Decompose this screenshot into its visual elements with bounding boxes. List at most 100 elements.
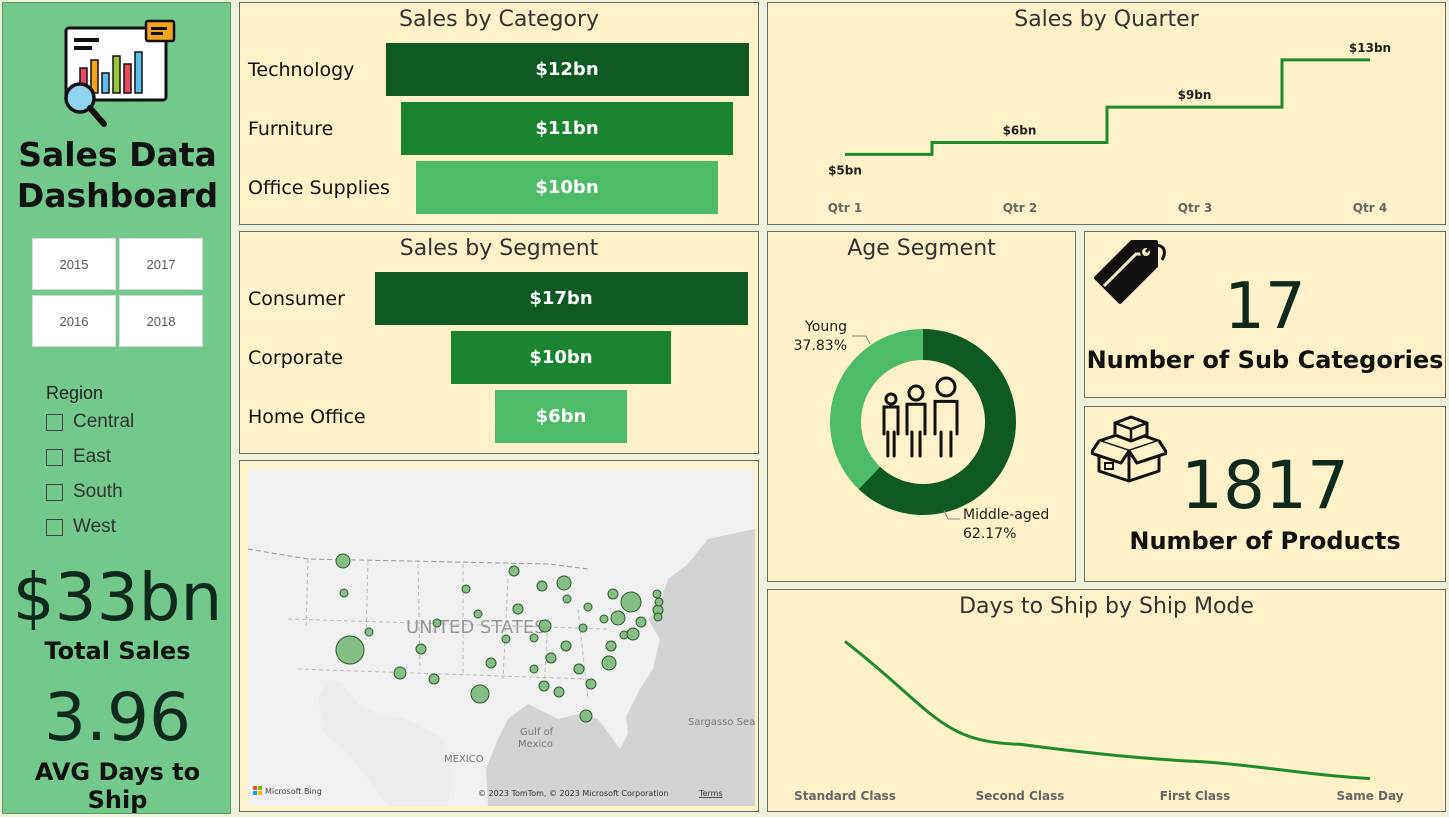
segment-bar-consumer[interactable]: $17bn [374,272,748,325]
middle-aged-label: Middle-aged [963,507,1049,523]
ship-tick-label: Second Class [976,789,1065,803]
map-bubble [654,597,664,607]
map-bubble [432,618,442,628]
donut-slice-young [830,329,923,490]
donut-slice-middle-aged [858,329,1016,515]
map-canvas: UNITED STATES Sargasso Sea Gulf of Mexic… [248,469,755,806]
checkbox[interactable] [46,518,63,536]
map-bubble [428,673,440,685]
map-bubble [470,684,490,704]
map-bubble [607,588,619,600]
map-bubble [415,643,427,655]
segment-panel: Sales by Segment Consumer Corporate Home… [239,231,759,454]
map-bubble [653,612,663,622]
region-option-south[interactable]: South [46,481,123,503]
middle-aged-leader-line [943,509,960,520]
map-bubble [461,584,471,594]
category-bar-technology[interactable]: $12bn [385,43,749,96]
ship-chart[interactable]: Standard Class Second Class First Class Sam… [768,590,1445,811]
region-label: West [73,516,116,537]
quarter-panel-title: Sales by Quarter [1014,7,1199,32]
checkbox[interactable] [46,483,63,501]
products-label: Number of Products [1129,527,1401,555]
products-card: 1817 Number of Products [1084,406,1446,582]
tag-icon [1094,240,1166,304]
map-bubble [562,594,572,604]
sales-map[interactable]: UNITED STATES Sargasso Sea Gulf of Mexic… [248,469,755,806]
map-bubble [335,635,365,665]
year-button-2017[interactable]: 2017 [119,238,203,290]
products-value: 1817 [1181,447,1349,524]
category-panel-title: Sales by Category [398,7,600,32]
map-bubble [538,680,550,692]
region-option-central[interactable]: Central [46,411,134,433]
quarter-tick-label: Qtr 2 [1003,201,1037,215]
map-attribution: Microsoft Bing [265,787,322,796]
quarter-tick-label: Qtr 1 [828,201,862,215]
ship-line [844,640,1371,781]
year-button-2016[interactable]: 2016 [32,295,116,347]
map-label-sea: Sargasso Sea [688,717,755,728]
region-option-west[interactable]: West [46,516,116,538]
category-bar-furniture[interactable]: $11bn [400,102,734,155]
map-bubble [536,580,548,592]
region-filter-title: Region [46,383,104,403]
segment-panel-title: Sales by Segment [399,236,599,261]
segment-label: Consumer [248,288,345,310]
map-bubble [556,575,572,591]
map-bubble [573,663,585,675]
quarter-tick-label: Qtr 4 [1353,201,1387,215]
dashboard-title-line1: Sales Data [18,135,217,174]
checkbox[interactable] [46,413,63,431]
map-bubble [652,589,662,599]
map-bubble [553,686,565,698]
category-label: Technology [248,59,355,81]
avg-ship-value: 3.96 [44,679,191,756]
category-label: Office Supplies [248,177,390,199]
map-label-gulf-1: Gulf of [520,727,554,738]
ship-panel: Days to Ship by Ship Mode Standard Class… [767,589,1446,812]
ship-tick-label: First Class [1160,789,1231,803]
checkbox[interactable] [46,448,63,466]
family-icon [882,376,959,458]
region-option-east[interactable]: East [46,446,111,468]
category-bar-office-supplies[interactable]: $10bn [415,161,719,214]
map-bubble [485,657,497,669]
map-bubble [599,614,609,624]
quarter-tick-label: Qtr 3 [1178,201,1212,215]
map-bubble [501,634,511,644]
segment-label: Corporate [248,347,343,369]
year-button-2015[interactable]: 2015 [32,238,116,290]
map-bubble [626,627,640,641]
segment-bar-home-office[interactable]: $6bn [495,390,627,443]
quarter-data-label: $5bn [828,163,862,177]
quarter-panel: Sales by Quarter $5bn $6bn $9bn $13bn Qtr 1 Q… [767,2,1446,225]
map-bubble [610,610,626,626]
age-donut-chart[interactable]: Young 37.83% Middle-aged 62.17% [768,232,1075,581]
map-bubble [335,553,351,569]
segment-bar-corporate[interactable]: $10bn [451,331,671,384]
sidebar: Sales Data Dashboard 2015 2017 2016 2018… [2,2,231,814]
age-panel-title: Age Segment [847,236,996,261]
middle-aged-value-label: 62.17% [963,526,1016,542]
map-bubble [508,565,520,577]
avg-ship-label: AVG Days to Ship [34,758,201,814]
year-button-2018[interactable]: 2018 [119,295,203,347]
quarter-data-label: $9bn [1178,88,1212,102]
quarter-line [845,58,1370,156]
map-bubble [578,623,588,633]
dashboard-logo-icon [64,19,176,127]
map-bubble [529,633,539,643]
map-terms-link[interactable]: Terms [698,789,723,798]
quarter-data-label: $13bn [1349,41,1391,55]
subcategories-value: 17 [1224,270,1306,344]
map-bubble [393,666,407,680]
segment-label: Home Office [248,406,366,428]
map-bubble [529,664,539,674]
young-label: Young [804,319,847,335]
category-panel: Sales by Category Technology Furniture O… [239,2,759,225]
ship-panel-title: Days to Ship by Ship Mode [959,594,1254,619]
category-label: Furniture [248,118,334,140]
quarter-chart[interactable]: $5bn $6bn $9bn $13bn Qtr 1 Qtr 2 Qtr 3 Qtr 4 [768,3,1445,224]
map-bubble [585,678,597,690]
